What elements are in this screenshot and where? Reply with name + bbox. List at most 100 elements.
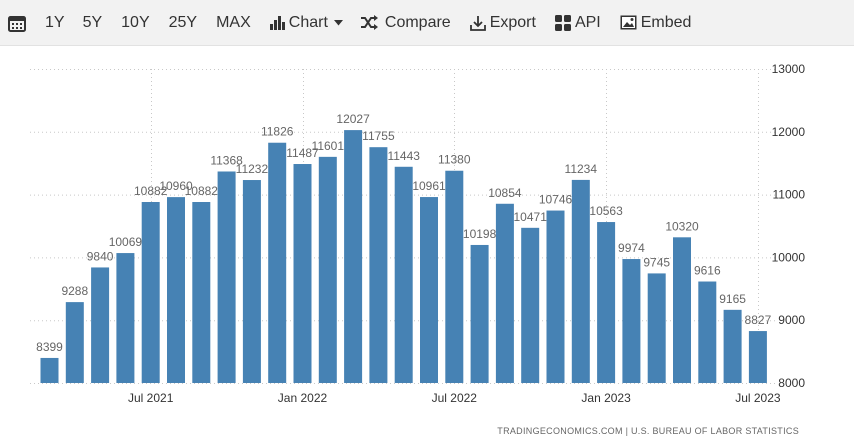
data-label: 11826 bbox=[261, 125, 294, 139]
bar[interactable] bbox=[369, 147, 388, 383]
data-label: 10960 bbox=[159, 179, 193, 193]
bar[interactable] bbox=[394, 166, 413, 383]
chart-type-dropdown[interactable]: Chart bbox=[269, 0, 343, 45]
api-label: API bbox=[574, 13, 601, 31]
bar[interactable] bbox=[167, 197, 185, 383]
bar[interactable] bbox=[268, 142, 287, 383]
bar[interactable] bbox=[91, 267, 110, 383]
bar[interactable] bbox=[571, 179, 590, 383]
axis-layer: 8000 9000 10000 11000 12000 13000 Jul 2021 Jan … bbox=[128, 62, 805, 405]
compare-label: Compare bbox=[384, 13, 451, 31]
range-25y-button[interactable]: 25Y bbox=[169, 0, 197, 45]
bar[interactable] bbox=[495, 203, 514, 383]
api-button[interactable]: API bbox=[554, 0, 601, 45]
range-max-button[interactable]: MAX bbox=[216, 0, 251, 45]
data-label: 11368 bbox=[210, 153, 243, 167]
caret-down-icon bbox=[333, 19, 343, 26]
bar[interactable] bbox=[192, 202, 211, 383]
data-label: 9616 bbox=[694, 264, 721, 278]
chart-area: 8399 9288 9840 10069 10882 10960 10882 11368 112… bbox=[0, 46, 854, 446]
y-tick-label: 11000 bbox=[773, 188, 806, 202]
data-label: 8827 bbox=[745, 313, 772, 327]
range-max-label: MAX bbox=[216, 13, 251, 31]
data-label: 11755 bbox=[362, 129, 395, 143]
bar[interactable] bbox=[217, 171, 236, 383]
y-tick-label: 8000 bbox=[778, 376, 805, 390]
bar[interactable] bbox=[293, 164, 312, 383]
bar[interactable] bbox=[116, 253, 135, 383]
data-label: 9840 bbox=[87, 249, 114, 263]
data-label: 10746 bbox=[539, 193, 573, 207]
data-label: 10882 bbox=[134, 184, 168, 198]
data-label: 10069 bbox=[109, 235, 143, 249]
bar[interactable] bbox=[597, 222, 616, 383]
data-label: 11601 bbox=[312, 139, 345, 153]
data-label: 10320 bbox=[665, 219, 699, 233]
data-label: 11234 bbox=[565, 162, 598, 176]
bar[interactable] bbox=[521, 227, 540, 383]
shuffle-icon bbox=[360, 15, 378, 30]
y-tick-label: 12000 bbox=[772, 125, 806, 139]
data-label: 9165 bbox=[719, 292, 746, 306]
bar[interactable] bbox=[445, 170, 464, 383]
source-credit: TRADINGECONOMICS.COM | U.S. BUREAU OF LA… bbox=[497, 426, 799, 436]
calendar-icon bbox=[8, 14, 26, 32]
range-1y-label: 1Y bbox=[45, 13, 65, 31]
bar[interactable] bbox=[420, 197, 438, 383]
data-label: 10961 bbox=[412, 179, 446, 193]
bar-chart: 8399928898401006910882109601088211368112… bbox=[30, 62, 805, 436]
range-10y-label: 10Y bbox=[121, 13, 150, 31]
bar[interactable] bbox=[344, 130, 363, 383]
export-label: Export bbox=[489, 13, 536, 31]
data-label: 10471 bbox=[514, 210, 548, 224]
bar[interactable] bbox=[723, 309, 742, 383]
export-button[interactable]: Export bbox=[469, 0, 536, 45]
range-1y-button[interactable]: 1Y bbox=[45, 0, 65, 45]
data-label: 8399 bbox=[36, 340, 63, 354]
bar[interactable] bbox=[647, 273, 666, 383]
bar[interactable] bbox=[748, 331, 767, 383]
x-tick-label: Jan 2023 bbox=[581, 391, 631, 405]
bar[interactable] bbox=[65, 302, 84, 383]
bar[interactable] bbox=[470, 244, 489, 383]
range-10y-button[interactable]: 10Y bbox=[121, 0, 149, 45]
chart-type-label: Chart bbox=[288, 13, 328, 31]
range-5y-button[interactable]: 5Y bbox=[83, 0, 103, 45]
x-tick-label: Jul 2022 bbox=[432, 391, 478, 405]
bar[interactable] bbox=[546, 210, 565, 383]
bar[interactable] bbox=[673, 237, 691, 383]
bar[interactable] bbox=[318, 156, 337, 383]
bar[interactable] bbox=[622, 259, 641, 383]
bar-layer bbox=[40, 130, 767, 383]
data-label: 10198 bbox=[463, 227, 497, 241]
grid-icon bbox=[554, 14, 571, 31]
y-tick-label: 10000 bbox=[772, 250, 806, 264]
data-label: 9288 bbox=[61, 284, 88, 298]
embed-button[interactable]: Embed bbox=[620, 0, 692, 45]
data-label: 12027 bbox=[336, 112, 370, 126]
bar[interactable] bbox=[242, 180, 261, 383]
data-label: 10563 bbox=[589, 204, 623, 218]
data-label-layer: 8399928898401006910882109601088211368112… bbox=[36, 112, 771, 354]
x-tick-label: Jul 2023 bbox=[735, 391, 781, 405]
y-tick-label: 13000 bbox=[772, 62, 806, 76]
embed-label: Embed bbox=[640, 13, 692, 31]
data-label: 11232 bbox=[236, 162, 269, 176]
bar[interactable] bbox=[141, 202, 160, 383]
image-icon bbox=[620, 15, 637, 30]
compare-button[interactable]: Compare bbox=[360, 0, 451, 45]
calendar-button[interactable] bbox=[8, 0, 32, 45]
toolbar: 1Y 5Y 10Y 25Y MAX Chart Compare bbox=[0, 0, 854, 46]
data-label: 11443 bbox=[387, 149, 420, 163]
x-tick-label: Jan 2022 bbox=[278, 391, 328, 405]
bar-chart-icon bbox=[269, 15, 285, 30]
x-tick-label: Jul 2021 bbox=[128, 391, 174, 405]
data-label: 11487 bbox=[286, 146, 319, 160]
data-label: 10854 bbox=[488, 186, 522, 200]
range-25y-label: 25Y bbox=[168, 13, 198, 31]
data-label: 9745 bbox=[643, 255, 670, 269]
bar[interactable] bbox=[40, 357, 59, 383]
data-label: 11380 bbox=[438, 153, 471, 167]
bar[interactable] bbox=[698, 281, 717, 383]
range-5y-label: 5Y bbox=[82, 13, 103, 31]
